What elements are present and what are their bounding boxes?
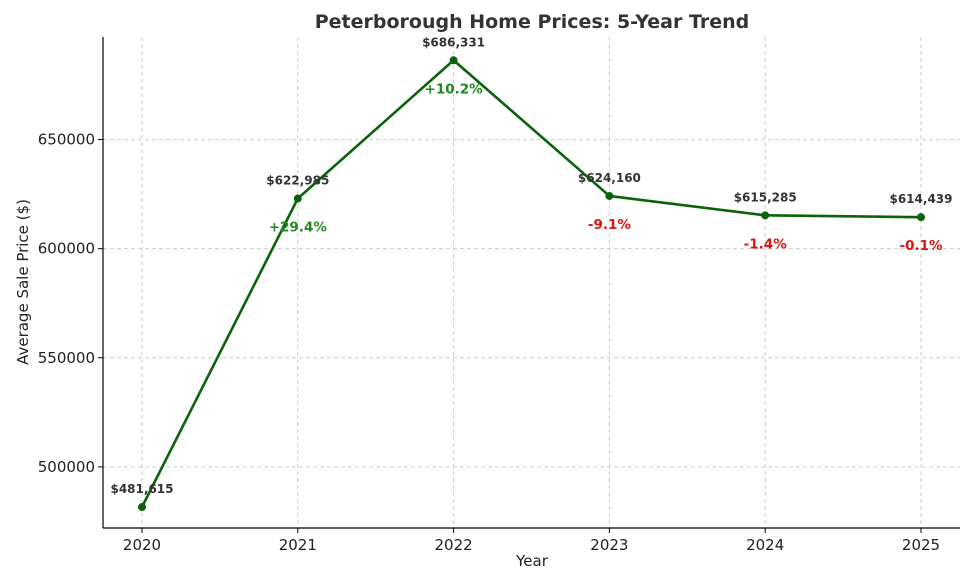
series-line bbox=[140, 58, 922, 508]
data-value-label: $686,331 bbox=[422, 35, 485, 49]
chart-title: Peterborough Home Prices: 5-Year Trend bbox=[315, 11, 750, 33]
data-value-label: $481,615 bbox=[110, 482, 173, 496]
data-point bbox=[761, 211, 770, 220]
y-axis-label: Average Sale Price ($) bbox=[14, 199, 32, 365]
y-tick-label: 600000 bbox=[38, 240, 95, 258]
data-point bbox=[293, 194, 302, 203]
x-tick-label: 2024 bbox=[746, 536, 784, 554]
change-percent-label: +29.4% bbox=[269, 220, 328, 236]
data-value-label: $624,160 bbox=[578, 171, 641, 185]
data-point bbox=[138, 503, 146, 512]
data-point bbox=[605, 191, 614, 200]
data-value-label: $614,439 bbox=[889, 192, 952, 206]
data-point bbox=[449, 56, 458, 65]
y-tick-label: 650000 bbox=[38, 131, 95, 149]
change-percent-label: -9.1% bbox=[588, 217, 632, 233]
change-percent-label: -0.1% bbox=[899, 238, 943, 254]
data-value-label: $622,985 bbox=[266, 174, 329, 188]
change-percent-label: +10.2% bbox=[425, 81, 484, 97]
ticks: 2020 2021 2022 2023 2024 2025 500000 550000 6000… bbox=[38, 131, 940, 554]
x-tick-label: 2020 bbox=[123, 536, 161, 554]
data-point bbox=[917, 213, 925, 222]
x-tick-label: 2025 bbox=[902, 536, 940, 554]
x-tick-label: 2021 bbox=[279, 536, 317, 554]
x-axis-label: Year bbox=[515, 552, 549, 570]
plot-area: $481,615 $622,985 +29.4% $686,331 +10.2% $624… bbox=[110, 35, 953, 512]
data-value-label: $615,285 bbox=[734, 190, 797, 204]
y-tick-label: 550000 bbox=[38, 349, 95, 367]
grid bbox=[103, 37, 960, 528]
y-tick-label: 500000 bbox=[38, 458, 95, 476]
change-percent-label: -1.4% bbox=[744, 236, 788, 252]
x-tick-label: 2022 bbox=[435, 536, 473, 554]
x-tick-label: 2023 bbox=[590, 536, 628, 554]
